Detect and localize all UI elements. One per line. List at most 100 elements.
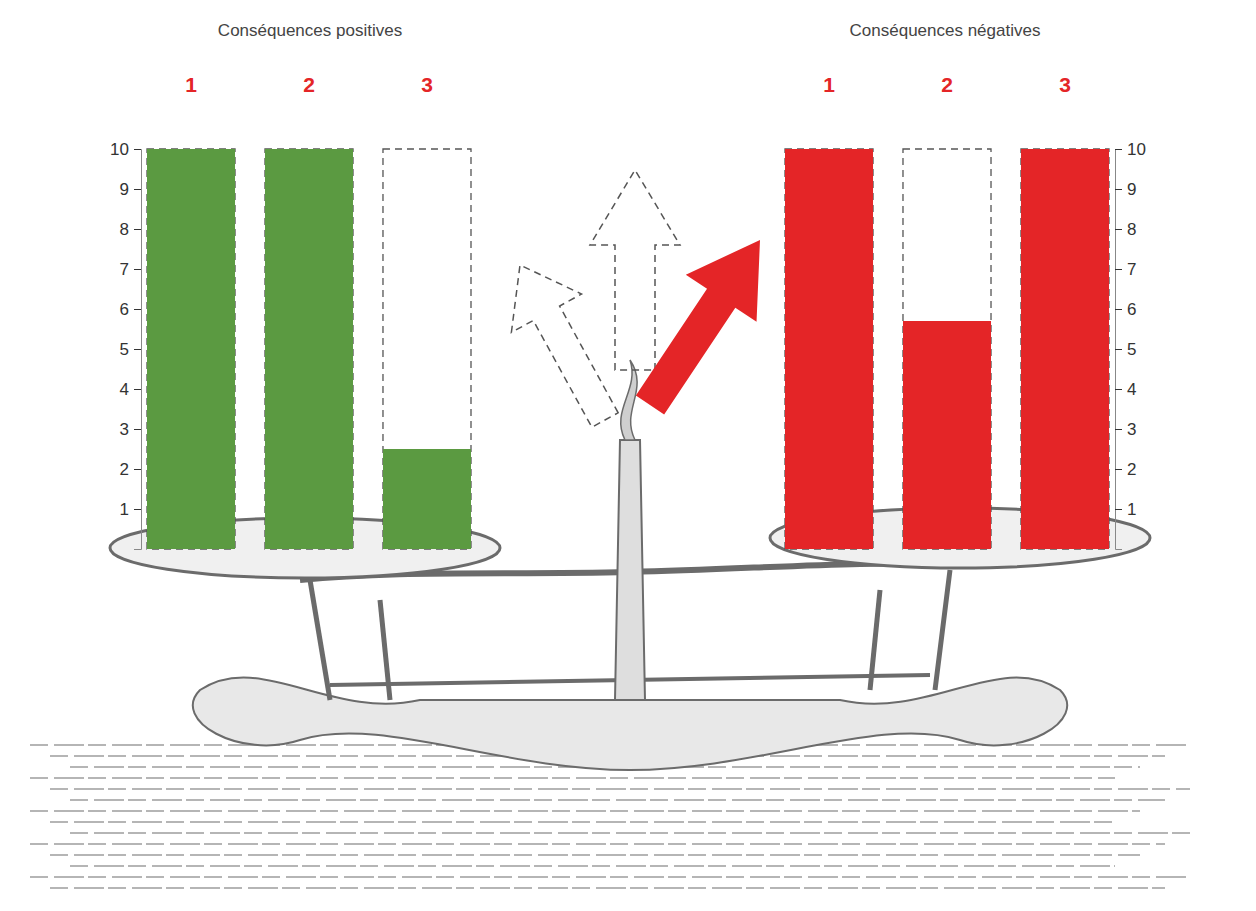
y-tick: 8 bbox=[120, 220, 141, 239]
category-label: 3 bbox=[1059, 73, 1071, 96]
y-tick: 8 bbox=[1115, 220, 1136, 239]
category-label: 1 bbox=[823, 73, 835, 96]
tick-label: 6 bbox=[120, 300, 129, 319]
tick-label: 4 bbox=[1127, 380, 1136, 399]
tick-mark bbox=[134, 149, 141, 150]
tick-label: 10 bbox=[110, 140, 129, 159]
tick-label: 5 bbox=[1127, 340, 1136, 359]
tick-mark bbox=[134, 229, 141, 230]
tick-mark bbox=[1115, 509, 1122, 510]
floor-hatch bbox=[70, 832, 1190, 834]
floor-hatch bbox=[30, 876, 1190, 878]
category-label: 2 bbox=[941, 73, 953, 96]
arrow-red bbox=[636, 240, 760, 414]
bar bbox=[383, 449, 471, 549]
tick-label: 2 bbox=[120, 460, 129, 479]
floor-hatch bbox=[70, 799, 1165, 801]
chart-panel: Conséquences positives 1 2 3 1 2 3 4 5 6 7 8 9 10 bbox=[110, 21, 471, 550]
tick-label: 9 bbox=[120, 180, 129, 199]
chart-title: Conséquences négatives bbox=[850, 21, 1041, 40]
category-axis: 1 2 3 bbox=[185, 73, 433, 96]
floor-hatch bbox=[30, 777, 1115, 779]
bar-frames bbox=[785, 149, 1109, 549]
tick-label: 7 bbox=[120, 260, 129, 279]
tick-label: 1 bbox=[1127, 500, 1136, 519]
bar-frame bbox=[147, 149, 235, 549]
arrow-dashed-left bbox=[511, 265, 618, 427]
bar-frame bbox=[903, 149, 991, 549]
category-tick: 1 bbox=[823, 73, 835, 96]
tick-mark bbox=[1115, 429, 1122, 430]
category-tick: 1 bbox=[185, 73, 197, 96]
bar-frames bbox=[147, 149, 471, 549]
tick-mark bbox=[1115, 469, 1122, 470]
y-tick: 3 bbox=[1115, 420, 1136, 439]
tick-mark bbox=[134, 469, 141, 470]
arrow-dashed-up bbox=[590, 170, 680, 370]
tick-label: 5 bbox=[120, 340, 129, 359]
category-label: 2 bbox=[303, 73, 315, 96]
tick-mark bbox=[134, 189, 141, 190]
value-axis: 1 2 3 4 5 6 7 8 9 10 bbox=[1115, 140, 1146, 550]
y-tick: 1 bbox=[1115, 500, 1136, 519]
balance-leg bbox=[870, 590, 880, 690]
tick-label: 2 bbox=[1127, 460, 1136, 479]
y-tick: 2 bbox=[1115, 460, 1136, 479]
category-tick: 2 bbox=[303, 73, 315, 96]
balance-leg bbox=[380, 600, 390, 700]
y-tick: 6 bbox=[120, 300, 141, 319]
floor-hatch bbox=[30, 810, 1140, 812]
category-label: 1 bbox=[185, 73, 197, 96]
tick-label: 3 bbox=[120, 420, 129, 439]
bar-frame bbox=[785, 149, 873, 549]
balance-leg bbox=[935, 570, 950, 690]
tick-mark bbox=[1115, 189, 1122, 190]
tick-label: 7 bbox=[1127, 260, 1136, 279]
y-tick: 7 bbox=[120, 260, 141, 279]
bar bbox=[265, 149, 353, 549]
bar bbox=[903, 321, 991, 549]
bar bbox=[147, 149, 235, 549]
category-axis: 1 2 3 bbox=[823, 73, 1071, 96]
balance-leg bbox=[310, 580, 330, 700]
axis-line bbox=[134, 150, 142, 550]
y-tick: 5 bbox=[1115, 340, 1136, 359]
tick-label: 6 bbox=[1127, 300, 1136, 319]
bar-frame bbox=[1021, 149, 1109, 549]
axis-line bbox=[1116, 150, 1123, 550]
category-label: 3 bbox=[421, 73, 433, 96]
tick-mark bbox=[1115, 149, 1122, 150]
tick-label: 3 bbox=[1127, 420, 1136, 439]
tick-mark bbox=[134, 349, 141, 350]
tick-label: 10 bbox=[1127, 140, 1146, 159]
y-tick: 2 bbox=[120, 460, 141, 479]
floor-hatch bbox=[50, 788, 1190, 790]
tick-mark bbox=[1115, 349, 1122, 350]
tick-mark bbox=[1115, 309, 1122, 310]
bars bbox=[147, 149, 471, 549]
chart-title: Conséquences positives bbox=[218, 21, 402, 40]
y-tick: 5 bbox=[120, 340, 141, 359]
tick-label: 9 bbox=[1127, 180, 1136, 199]
y-tick: 1 bbox=[120, 500, 141, 519]
y-tick: 9 bbox=[120, 180, 141, 199]
y-tick: 10 bbox=[110, 140, 141, 159]
balance-pointer bbox=[621, 360, 637, 440]
y-tick: 9 bbox=[1115, 180, 1136, 199]
bar bbox=[1021, 149, 1109, 549]
floor-hatch bbox=[30, 843, 1165, 845]
floor-hatch bbox=[50, 821, 1115, 823]
floor-hatch bbox=[50, 854, 1140, 856]
floor-hatch bbox=[70, 865, 1115, 867]
tick-mark bbox=[1115, 389, 1122, 390]
category-tick: 3 bbox=[421, 73, 433, 96]
y-tick: 4 bbox=[120, 380, 141, 399]
canvas: Conséquences positives12312345678910Cons… bbox=[0, 0, 1256, 911]
tick-mark bbox=[134, 509, 141, 510]
tick-mark bbox=[134, 389, 141, 390]
y-tick: 10 bbox=[1115, 140, 1146, 159]
category-tick: 3 bbox=[1059, 73, 1071, 96]
balance-pillar bbox=[615, 440, 645, 700]
floor-hatch bbox=[50, 887, 1165, 889]
y-tick: 4 bbox=[1115, 380, 1136, 399]
